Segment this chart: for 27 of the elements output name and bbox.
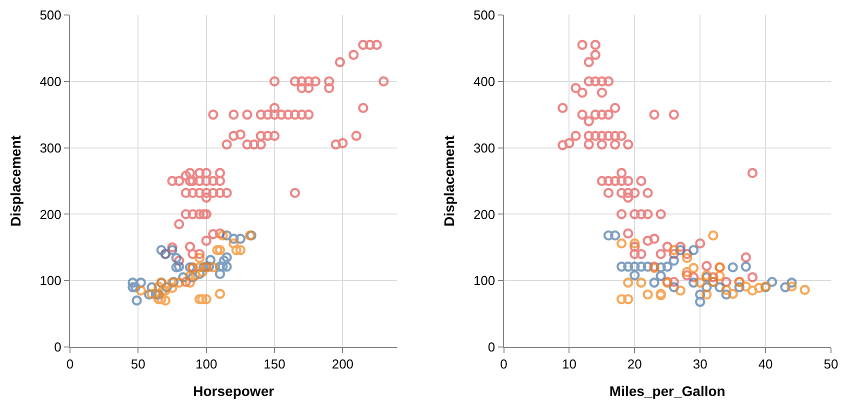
x-tick-label: 30 (692, 356, 708, 372)
y-tick-label: 200 (40, 206, 62, 222)
y-tick-label: 0 (54, 340, 62, 355)
y-axis-title: Displacement (7, 135, 24, 227)
y-tick-label: 200 (473, 206, 496, 222)
y-tick-label: 500 (40, 8, 62, 23)
y-tick-label: 100 (473, 273, 496, 288)
y-tick-label: 400 (40, 74, 62, 89)
x-tick-label: 50 (130, 356, 146, 372)
x-tick-label: 0 (66, 356, 74, 372)
x-axis-title: Miles_per_Gallon (609, 382, 726, 399)
y-tick-label: 300 (473, 140, 496, 156)
x-tick-label: 150 (264, 356, 286, 372)
y-tick-label: 500 (473, 8, 496, 23)
x-tick-label: 0 (500, 356, 508, 372)
y-tick-label: 100 (40, 273, 62, 288)
y-axis-title: Displacement (441, 135, 458, 227)
y-tick-label: 300 (40, 140, 62, 156)
x-tick-label: 20 (627, 356, 642, 372)
y-tick-label: 0 (488, 340, 496, 355)
x-axis-title: Horsepower (193, 382, 275, 399)
y-tick-label: 400 (473, 74, 496, 89)
x-tick-label: 50 (824, 356, 838, 372)
x-tick-label: 100 (196, 356, 218, 372)
x-tick-label: 40 (758, 356, 773, 372)
x-tick-label: 10 (562, 356, 576, 372)
x-tick-label: 200 (332, 356, 354, 372)
